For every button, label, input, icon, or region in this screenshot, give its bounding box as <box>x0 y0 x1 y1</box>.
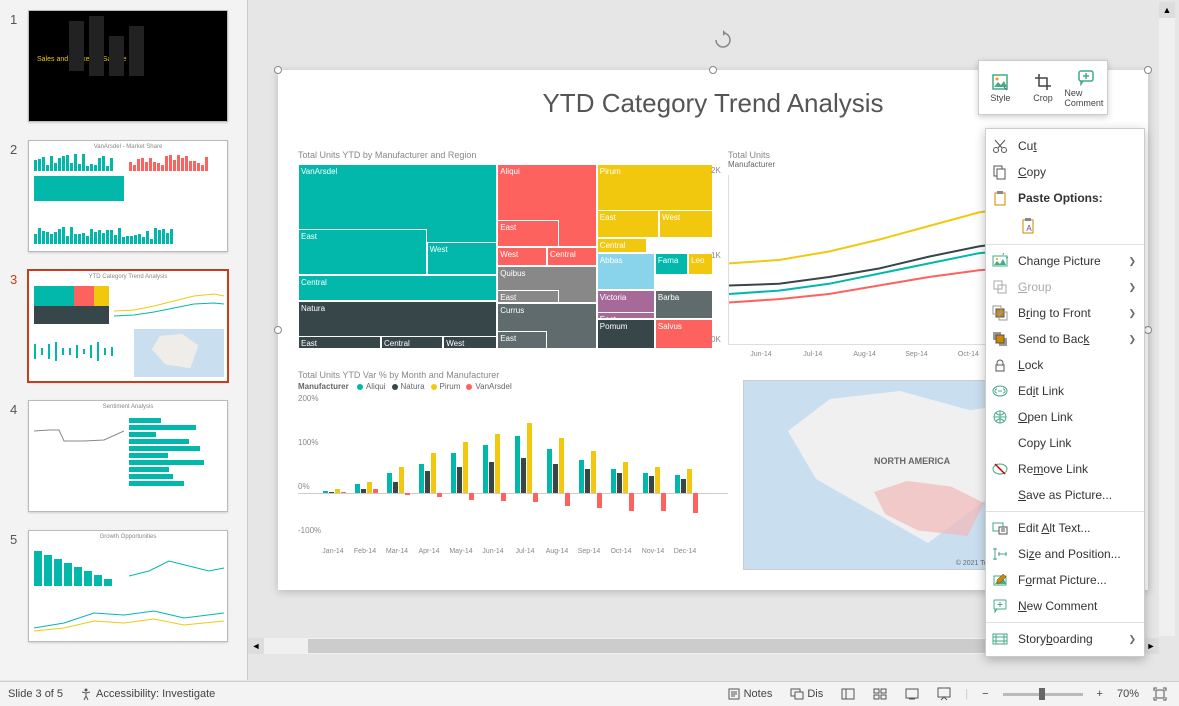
treemap-chart: Total Units YTD by Manufacturer and Regi… <box>298 150 713 350</box>
svg-text:A: A <box>1026 224 1032 233</box>
treemap-title: Total Units YTD by Manufacturer and Regi… <box>298 150 713 160</box>
rotate-handle[interactable] <box>713 30 733 50</box>
ctx-remove-link[interactable]: Remove Link <box>986 456 1144 482</box>
slide-sorter-view-button[interactable] <box>869 685 891 703</box>
slide-editor: ▲ YTD Category Trend Analysis Total Unit… <box>248 0 1179 680</box>
scroll-up-button[interactable]: ▲ <box>1159 2 1175 18</box>
context-menu: CutCopyPaste Options: A Change Picture❯Gro… <box>985 128 1145 657</box>
accessibility-checker[interactable]: Accessibility: Investigate <box>75 685 219 703</box>
treemap-block: East <box>298 229 427 275</box>
treemap-block: Abbas <box>597 253 655 290</box>
treemap-block: Central <box>298 275 497 301</box>
treemap-block: West <box>427 242 498 275</box>
new-comment-button[interactable]: New Comment <box>1064 61 1107 114</box>
ctx-send-to-back[interactable]: Send to Back❯ <box>986 326 1144 352</box>
treemap-block: Leo <box>688 253 713 275</box>
ctx-storyboarding[interactable]: Storyboarding❯ <box>986 626 1144 652</box>
ctx-lock[interactable]: Lock <box>986 352 1144 378</box>
ctx-bring-to-front[interactable]: Bring to Front❯ <box>986 300 1144 326</box>
treemap-block: Central <box>381 336 443 349</box>
treemap-block: West <box>443 336 497 349</box>
treemap-block: Central <box>597 238 647 253</box>
treemap-block: East <box>597 210 659 238</box>
zoom-in-button[interactable]: + <box>1093 686 1107 702</box>
slideshow-view-button[interactable] <box>933 685 955 703</box>
paste-options-row: A <box>986 211 1144 241</box>
fit-to-window-button[interactable] <box>1149 685 1171 703</box>
barchart-title: Total Units YTD Var % by Month and Manuf… <box>298 370 728 380</box>
vertical-scrollbar[interactable]: ▲ <box>1159 2 1175 636</box>
scroll-left-button[interactable]: ◄ <box>248 638 264 654</box>
map-label-na: NORTH AMERICA <box>874 456 950 466</box>
treemap-block: East <box>298 336 381 349</box>
treemap-block: Salvus <box>655 319 713 349</box>
ctx-copy-link[interactable]: Copy Link <box>986 430 1144 456</box>
treemap-block: Barba <box>655 290 713 320</box>
ctx-copy[interactable]: Copy <box>986 159 1144 185</box>
scroll-right-button[interactable]: ► <box>1143 638 1159 654</box>
ctx-format-picture[interactable]: Format Picture... <box>986 567 1144 593</box>
ctx-size-and-position[interactable]: Size and Position... <box>986 541 1144 567</box>
paste-keep-formatting[interactable]: A <box>1018 215 1040 237</box>
ctx-cut[interactable]: Cut <box>986 133 1144 159</box>
normal-view-button[interactable] <box>837 685 859 703</box>
treemap-block: Central <box>547 247 597 266</box>
slide-thumbnail-3[interactable]: YTD Category Trend Analysis <box>28 270 228 382</box>
treemap-block: East <box>497 290 559 303</box>
ctx-group: Group❯ <box>986 274 1144 300</box>
reading-view-button[interactable] <box>901 685 923 703</box>
treemap-block: Pomum <box>597 319 655 349</box>
slide-counter: Slide 3 of 5 <box>8 688 63 700</box>
slide-thumbnail-5[interactable]: Growth Opportunities <box>28 530 228 642</box>
ctx-new-comment[interactable]: New Comment <box>986 593 1144 619</box>
ctx-change-picture[interactable]: Change Picture❯ <box>986 248 1144 274</box>
slide-thumbnail-4[interactable]: Sentiment Analysis <box>28 400 228 512</box>
zoom-slider[interactable] <box>1003 693 1083 696</box>
treemap-block: East <box>497 220 559 248</box>
style-button[interactable]: Style <box>979 61 1022 114</box>
bar-chart: Total Units YTD Var % by Month and Manuf… <box>298 370 728 570</box>
treemap-block: West <box>659 210 713 238</box>
slide-thumbnail-1[interactable]: Sales and Marketing Sample <box>28 10 228 122</box>
ctx-save-as-picture[interactable]: Save as Picture... <box>986 482 1144 508</box>
treemap-block: Fama <box>655 253 688 275</box>
treemap-block: West <box>497 247 547 266</box>
ctx-edit-link[interactable]: Edit Link <box>986 378 1144 404</box>
ctx-paste-options: Paste Options: <box>986 185 1144 211</box>
notes-button[interactable]: Notes <box>723 685 777 703</box>
treemap-block: East <box>497 331 547 350</box>
mini-toolbar: Style Crop New Comment <box>978 60 1108 115</box>
status-bar: Slide 3 of 5 Accessibility: Investigate … <box>0 681 1179 706</box>
zoom-out-button[interactable]: − <box>978 686 992 702</box>
crop-button[interactable]: Crop <box>1022 61 1065 114</box>
ctx-open-link[interactable]: Open Link <box>986 404 1144 430</box>
display-settings-button[interactable]: Dis <box>786 685 827 703</box>
treemap-block: East <box>597 312 655 319</box>
barchart-legend: Manufacturer AliquiNaturaPirumVanArsdel <box>298 382 728 391</box>
slide-thumbnail-2[interactable]: VanArsdel - Market Share <box>28 140 228 252</box>
ctx-edit-alt-text[interactable]: Edit Alt Text... <box>986 515 1144 541</box>
slide-thumbnails-panel: 1Sales and Marketing Sample2VanArsdel - … <box>0 0 248 680</box>
zoom-level[interactable]: 70% <box>1117 688 1139 700</box>
